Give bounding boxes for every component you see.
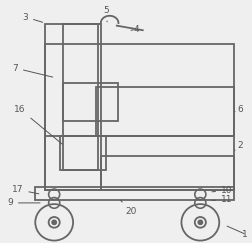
- Bar: [45, 44, 234, 190]
- Bar: [63, 83, 118, 122]
- Bar: [96, 87, 234, 136]
- Bar: [35, 187, 234, 200]
- Text: 17: 17: [12, 185, 39, 194]
- Bar: [101, 156, 234, 190]
- Text: 5: 5: [103, 6, 109, 22]
- Bar: [60, 136, 106, 170]
- Text: 4: 4: [131, 25, 139, 34]
- Text: 7: 7: [12, 63, 53, 77]
- Text: 10: 10: [212, 186, 233, 195]
- Text: 3: 3: [22, 12, 43, 22]
- Text: 9: 9: [7, 198, 40, 208]
- Text: 20: 20: [120, 200, 137, 216]
- Text: 16: 16: [14, 105, 62, 144]
- Text: 1: 1: [242, 230, 247, 239]
- Circle shape: [198, 220, 202, 224]
- Text: 6: 6: [234, 105, 243, 114]
- Text: 11: 11: [212, 195, 233, 204]
- Bar: [45, 24, 101, 190]
- Circle shape: [52, 220, 56, 224]
- Bar: [63, 24, 98, 170]
- Text: 2: 2: [234, 141, 243, 151]
